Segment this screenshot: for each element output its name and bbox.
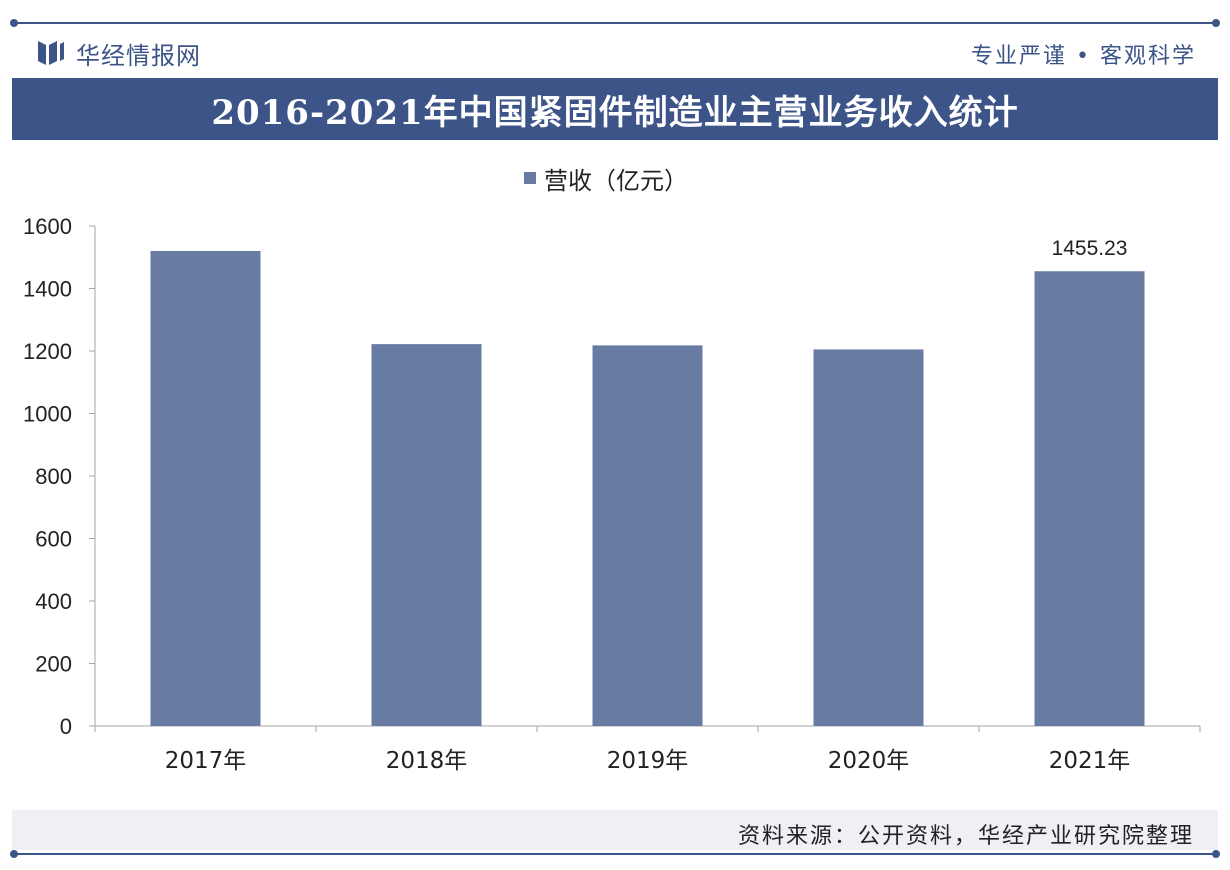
source-band: 资料来源：公开资料，华经产业研究院整理	[12, 810, 1218, 850]
y-tick-label: 400	[35, 589, 72, 614]
bar-2021年	[1034, 271, 1145, 726]
chart-title: 2016-2021年中国紧固件制造业主营业务收入统计	[211, 92, 1019, 133]
bar-2020年	[813, 349, 924, 726]
y-tick-label: 1200	[23, 339, 72, 364]
y-tick-label: 1400	[23, 277, 72, 302]
slogan: 专业严谨 • 客观科学	[971, 44, 1196, 69]
bottom-rule	[10, 850, 1220, 858]
y-tick-label: 200	[35, 652, 72, 677]
y-tick-label: 1600	[23, 214, 72, 239]
x-tick-label: 2017年	[165, 748, 247, 774]
brand-logo: 华经情报网	[38, 36, 201, 70]
data-label: 1455.23	[1052, 237, 1128, 260]
legend-swatch	[524, 172, 536, 184]
y-tick-label: 0	[60, 714, 72, 739]
top-rule	[10, 19, 1220, 27]
bar-2017年	[150, 251, 261, 726]
source-note: 资料来源：公开资料，华经产业研究院整理	[737, 824, 1194, 849]
title-band: 2016-2021年中国紧固件制造业主营业务收入统计	[12, 78, 1218, 140]
x-tick-label: 2020年	[828, 748, 910, 774]
site-name: 华经情报网	[76, 41, 201, 70]
y-tick-label: 1000	[23, 402, 72, 427]
bar-2018年	[371, 344, 482, 726]
x-tick-label: 2021年	[1049, 748, 1131, 774]
x-tick-label: 2019年	[607, 748, 689, 774]
legend: 营收（亿元）	[524, 162, 688, 195]
bar-2019年	[592, 345, 703, 726]
y-tick-label: 800	[35, 464, 72, 489]
legend-label: 营收（亿元）	[544, 166, 688, 195]
logo-icon	[38, 41, 64, 65]
y-tick-label: 600	[35, 527, 72, 552]
x-tick-label: 2018年	[386, 748, 468, 774]
